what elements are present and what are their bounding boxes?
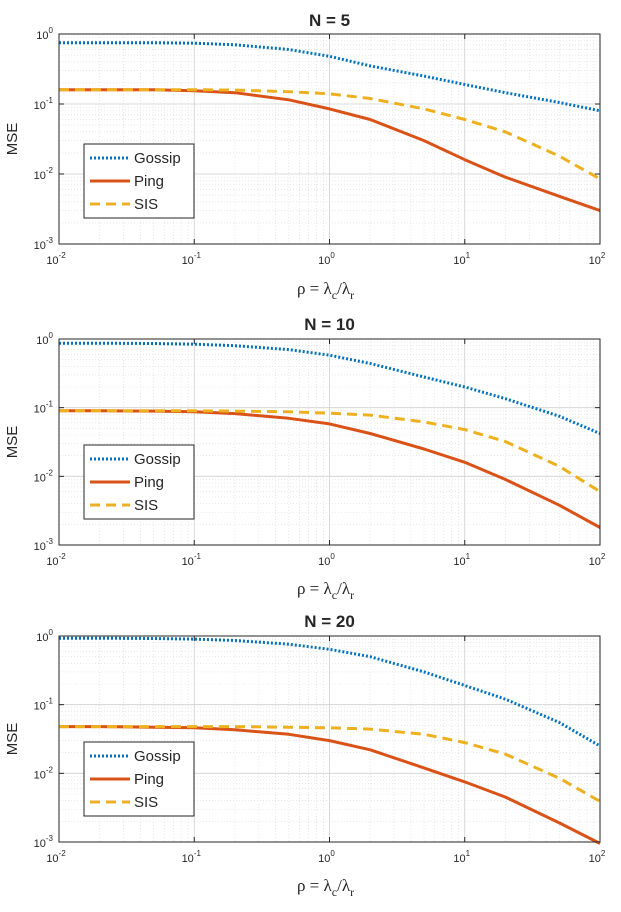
x-axis-label: ρ = λc/λr bbox=[297, 279, 354, 302]
x-tick-label: 10-1 bbox=[182, 849, 202, 865]
series-line-ping bbox=[59, 409, 601, 529]
y-tick-label: 10-2 bbox=[34, 468, 54, 484]
legend-label: Ping bbox=[134, 771, 164, 788]
x-tick-label: 101 bbox=[453, 251, 470, 267]
chart-title: N = 5 bbox=[309, 11, 350, 30]
chart-title: N = 20 bbox=[304, 612, 355, 631]
series-line-sis bbox=[59, 725, 601, 803]
y-tick-label: 100 bbox=[36, 331, 53, 347]
y-tick-label: 10-3 bbox=[34, 236, 54, 252]
y-tick-label: 10-3 bbox=[34, 537, 54, 553]
x-tick-label: 10-2 bbox=[46, 251, 66, 267]
x-tick-label: 100 bbox=[318, 552, 335, 568]
x-tick-label: 10-1 bbox=[182, 552, 202, 568]
y-tick-label: 10-3 bbox=[34, 834, 54, 850]
series-line-gossip bbox=[59, 341, 601, 435]
y-tick-label: 10-1 bbox=[34, 697, 54, 713]
legend-label: Gossip bbox=[134, 748, 181, 765]
legend-label: Ping bbox=[134, 474, 164, 491]
y-tick-label: 100 bbox=[36, 26, 53, 42]
x-axis-label: ρ = λc/λr bbox=[297, 579, 354, 602]
x-tick-label: 102 bbox=[589, 849, 606, 865]
legend-label: SIS bbox=[134, 196, 158, 213]
y-tick-label: 100 bbox=[36, 628, 53, 644]
series-line-sis bbox=[59, 409, 601, 493]
x-tick-label: 10-2 bbox=[46, 849, 66, 865]
legend-label: Gossip bbox=[134, 150, 181, 167]
y-axis-label: MSE bbox=[4, 723, 21, 756]
x-tick-label: 10-2 bbox=[46, 552, 66, 568]
y-tick-label: 10-1 bbox=[34, 400, 54, 416]
x-tick-label: 101 bbox=[453, 552, 470, 568]
legend-label: Gossip bbox=[134, 451, 181, 468]
y-tick-label: 10-2 bbox=[34, 765, 54, 781]
series-line-ping bbox=[59, 88, 601, 213]
series-line-ping bbox=[59, 725, 601, 845]
x-tick-label: 100 bbox=[318, 849, 335, 865]
series-line-sis bbox=[59, 88, 601, 181]
chart-title: N = 10 bbox=[304, 315, 355, 334]
y-tick-label: 10-2 bbox=[34, 166, 54, 182]
x-tick-label: 101 bbox=[453, 849, 470, 865]
y-axis-label: MSE bbox=[4, 426, 21, 459]
legend-label: Ping bbox=[134, 173, 164, 190]
x-tick-label: 100 bbox=[318, 251, 335, 267]
x-tick-label: 102 bbox=[589, 552, 606, 568]
x-tick-label: 102 bbox=[589, 251, 606, 267]
y-axis-label: MSE bbox=[4, 123, 21, 156]
legend-label: SIS bbox=[134, 497, 158, 514]
x-axis-label: ρ = λc/λr bbox=[297, 876, 354, 899]
y-tick-label: 10-1 bbox=[34, 96, 54, 112]
legend-label: SIS bbox=[134, 794, 158, 811]
x-tick-label: 10-1 bbox=[182, 251, 202, 267]
